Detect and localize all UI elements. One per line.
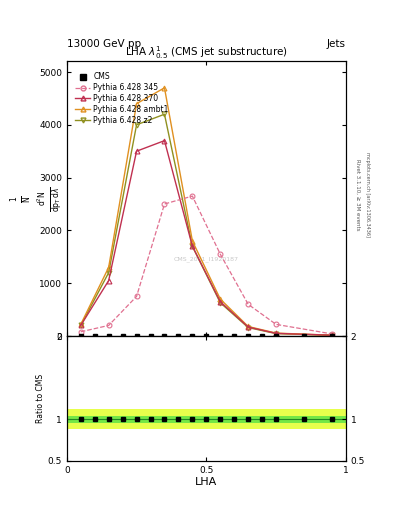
Pythia 6.428 370 bbox=[190, 243, 195, 249]
Pythia 6.428 370 bbox=[162, 138, 167, 144]
Pythia 6.428 370 bbox=[329, 332, 334, 338]
Pythia 6.428 345 bbox=[190, 193, 195, 199]
Pythia 6.428 345 bbox=[134, 293, 139, 300]
Pythia 6.428 370 bbox=[274, 330, 278, 336]
Text: CMS_2021_I1920187: CMS_2021_I1920187 bbox=[174, 257, 239, 262]
Pythia 6.428 345 bbox=[274, 322, 278, 328]
Pythia 6.428 345 bbox=[218, 251, 222, 257]
Pythia 6.428 z2 bbox=[329, 332, 334, 338]
Bar bbox=[67, 416, 346, 422]
Pythia 6.428 370 bbox=[79, 323, 83, 329]
Text: 13000 GeV pp: 13000 GeV pp bbox=[67, 38, 141, 49]
Pythia 6.428 ambt1 bbox=[329, 332, 334, 338]
Pythia 6.428 ambt1 bbox=[134, 100, 139, 107]
Pythia 6.428 ambt1 bbox=[162, 85, 167, 91]
Pythia 6.428 370 bbox=[134, 148, 139, 154]
Text: Rivet 3.1.10, ≥ 3M events: Rivet 3.1.10, ≥ 3M events bbox=[356, 159, 361, 230]
Text: Jets: Jets bbox=[327, 38, 346, 49]
Bar bbox=[67, 409, 346, 429]
Pythia 6.428 345 bbox=[106, 323, 111, 329]
Title: LHA $\lambda^{1}_{0.5}$ (CMS jet substructure): LHA $\lambda^{1}_{0.5}$ (CMS jet substru… bbox=[125, 45, 288, 61]
Pythia 6.428 370 bbox=[106, 278, 111, 284]
Pythia 6.428 z2 bbox=[190, 243, 195, 249]
Line: Pythia 6.428 ambt1: Pythia 6.428 ambt1 bbox=[78, 86, 334, 337]
Pythia 6.428 z2 bbox=[162, 111, 167, 117]
Pythia 6.428 ambt1 bbox=[246, 324, 251, 330]
Pythia 6.428 z2 bbox=[218, 300, 222, 306]
X-axis label: LHA: LHA bbox=[195, 477, 217, 487]
Pythia 6.428 ambt1 bbox=[79, 322, 83, 328]
Pythia 6.428 ambt1 bbox=[218, 296, 222, 302]
Line: Pythia 6.428 z2: Pythia 6.428 z2 bbox=[78, 112, 334, 338]
Y-axis label: Ratio to CMS: Ratio to CMS bbox=[36, 374, 45, 423]
Pythia 6.428 z2 bbox=[134, 122, 139, 128]
Pythia 6.428 370 bbox=[246, 324, 251, 330]
Line: Pythia 6.428 345: Pythia 6.428 345 bbox=[78, 194, 334, 336]
Pythia 6.428 345 bbox=[79, 329, 83, 335]
Pythia 6.428 ambt1 bbox=[106, 264, 111, 270]
Pythia 6.428 370 bbox=[218, 298, 222, 305]
Line: Pythia 6.428 370: Pythia 6.428 370 bbox=[78, 138, 334, 337]
Pythia 6.428 z2 bbox=[274, 331, 278, 337]
Pythia 6.428 z2 bbox=[106, 269, 111, 275]
Pythia 6.428 345 bbox=[329, 331, 334, 337]
Pythia 6.428 345 bbox=[162, 201, 167, 207]
Pythia 6.428 ambt1 bbox=[190, 238, 195, 244]
Legend: CMS, Pythia 6.428 345, Pythia 6.428 370, Pythia 6.428 ambt1, Pythia 6.428 z2: CMS, Pythia 6.428 345, Pythia 6.428 370,… bbox=[73, 71, 170, 126]
Pythia 6.428 345 bbox=[246, 301, 251, 307]
Pythia 6.428 ambt1 bbox=[274, 330, 278, 336]
Pythia 6.428 z2 bbox=[79, 323, 83, 329]
Pythia 6.428 z2 bbox=[246, 325, 251, 331]
Text: mcplots.cern.ch [arXiv:1306.3436]: mcplots.cern.ch [arXiv:1306.3436] bbox=[365, 152, 371, 237]
Y-axis label: $\mathregular{1}$
$\overline{\mathregular{N}}$
$\mathregular{d}^2\mathregular{N}: $\mathregular{1}$ $\overline{\mathregula… bbox=[8, 186, 64, 211]
